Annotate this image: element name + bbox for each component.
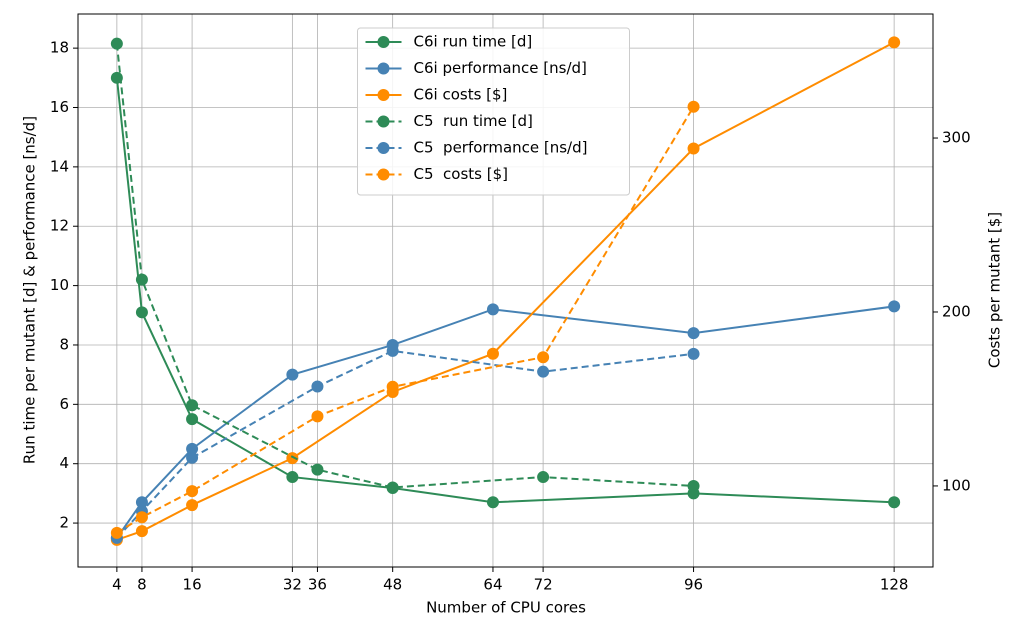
plot-frame: [77, 13, 934, 568]
data-point: [311, 463, 324, 476]
data-point: [186, 442, 199, 455]
x-tick-label: 36: [308, 576, 327, 594]
y-tick-label: 6: [59, 395, 69, 413]
data-point: [687, 479, 700, 492]
data-point: [186, 485, 199, 498]
data-point: [687, 327, 700, 340]
y-tick-label: 12: [50, 217, 69, 235]
data-point: [135, 525, 148, 538]
data-point: [186, 499, 199, 512]
y-tick-label: 8: [59, 335, 69, 353]
y-tick-label: 10: [50, 276, 69, 294]
y2-tick-label: 100: [942, 476, 971, 494]
y-tick-label: 18: [50, 39, 69, 57]
series-line: [116, 41, 895, 541]
data-point: [135, 306, 148, 319]
legend-marker: [377, 36, 390, 48]
legend-label: C6i run time [d]: [414, 33, 533, 51]
data-point: [486, 496, 499, 509]
data-point: [888, 36, 901, 49]
data-point: [386, 344, 399, 357]
data-point: [687, 142, 700, 155]
data-point: [135, 511, 148, 524]
legend-marker: [377, 115, 390, 128]
data-point: [110, 526, 123, 539]
series-line: [116, 305, 895, 539]
data-point: [537, 351, 550, 364]
data-point: [888, 496, 901, 509]
data-point: [486, 347, 499, 360]
data-point: [486, 303, 499, 316]
data-point: [110, 37, 123, 50]
y-tick-label: 2: [59, 514, 69, 532]
legend-label: C5 costs [$]: [414, 165, 509, 183]
data-point: [311, 410, 324, 423]
data-point: [888, 300, 901, 313]
x-tick-label: 96: [684, 576, 703, 594]
data-point: [135, 496, 148, 509]
data-point: [311, 380, 324, 393]
series-line: [116, 349, 694, 539]
legend-label: C6i performance [ns/d]: [414, 59, 587, 77]
data-point: [286, 368, 299, 381]
legend-box: [357, 27, 630, 196]
x-tick-label: 72: [534, 576, 553, 594]
data-point: [386, 380, 399, 393]
data-point: [186, 451, 199, 464]
x-tick-label: 4: [112, 576, 122, 594]
data-point: [286, 471, 299, 484]
y-axis-label: Run time per mutant [d] & performance [n…: [21, 116, 39, 464]
y2-tick-label: 300: [942, 129, 971, 147]
data-point: [386, 481, 399, 494]
data-point: [687, 100, 700, 113]
data-point: [186, 399, 199, 412]
x-tick-label: 16: [183, 576, 202, 594]
series-line: [115, 77, 895, 504]
data-point: [135, 273, 148, 286]
legend-label: C5 run time [d]: [414, 112, 533, 130]
legend-marker: [377, 62, 390, 75]
data-point: [537, 471, 550, 484]
x-tick-label: 48: [383, 576, 402, 594]
y-tick-label: 16: [50, 98, 69, 116]
data-point: [286, 452, 299, 465]
y-tick-label: 4: [59, 454, 69, 472]
legend-label: C5 performance [ns/d]: [414, 139, 588, 157]
y2-tick-label: 200: [942, 302, 971, 320]
data-point: [687, 347, 700, 360]
x-axis-label: Number of CPU cores: [426, 599, 586, 617]
legend-marker: [377, 142, 390, 154]
x-tick-label: 64: [483, 576, 502, 594]
legend-label: C6i costs [$]: [414, 86, 508, 104]
legend-marker: [377, 168, 390, 181]
data-point: [186, 413, 199, 426]
x-tick-label: 128: [880, 576, 909, 594]
data-point: [537, 365, 550, 378]
legend-marker: [377, 89, 390, 101]
y-tick-label: 14: [50, 157, 69, 175]
x-tick-label: 32: [283, 576, 302, 594]
x-tick-label: 8: [137, 576, 147, 594]
y2-axis-label: Costs per mutant [$]: [986, 212, 1004, 368]
